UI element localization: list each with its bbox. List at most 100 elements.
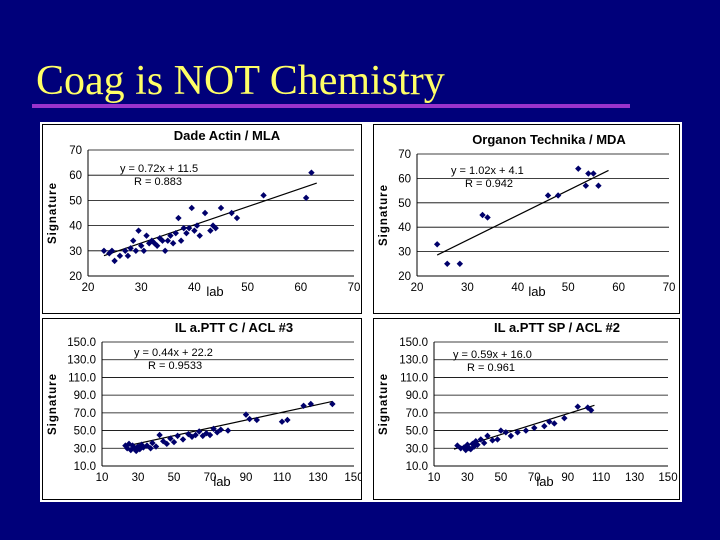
r-value: R = 0.961 <box>467 362 515 374</box>
y-tick-label: 150.0 <box>67 337 96 349</box>
data-point <box>116 252 124 260</box>
data-point <box>253 416 260 424</box>
y-tick-label: 130.0 <box>67 355 96 367</box>
x-tick-label: 70 <box>348 282 361 294</box>
data-point <box>206 431 214 439</box>
data-point <box>191 227 198 234</box>
data-point <box>329 400 336 408</box>
data-point <box>175 214 182 222</box>
data-point <box>167 435 174 442</box>
data-point <box>108 247 116 254</box>
data-point <box>122 247 129 254</box>
data-point <box>479 211 486 219</box>
data-point <box>507 432 515 440</box>
y-tick-label: 70.0 <box>406 408 428 420</box>
data-point <box>161 247 169 254</box>
data-point <box>554 192 562 199</box>
y-axis-label: Signature <box>47 373 59 435</box>
data-point <box>111 257 118 265</box>
data-point <box>153 242 161 249</box>
data-point <box>100 247 108 254</box>
data-point <box>174 432 181 440</box>
data-point <box>217 204 225 212</box>
x-tick-label: 130 <box>625 472 644 484</box>
data-point <box>193 222 201 229</box>
data-point <box>163 440 170 448</box>
y-tick-label: 110.0 <box>400 372 428 384</box>
data-point <box>185 224 193 232</box>
data-point <box>228 209 235 217</box>
x-tick-label: 50 <box>494 472 507 484</box>
y-tick-label: 50.0 <box>74 426 96 438</box>
data-point <box>308 169 315 176</box>
data-point <box>156 431 163 439</box>
y-axis-label: Signature <box>378 373 390 435</box>
x-tick-label: 130 <box>308 472 327 484</box>
data-point <box>164 237 171 244</box>
chart-il-aptt-c: 10.0 30.0 50.0 70.0 90.0 110.0 130.0 150.0 10 30 5… <box>42 318 362 500</box>
x-tick-label: 60 <box>612 282 625 294</box>
data-point <box>433 241 441 248</box>
data-point <box>134 443 142 450</box>
y-tick-label: 70 <box>69 145 82 157</box>
data-point <box>177 237 185 244</box>
data-point <box>207 227 214 234</box>
x-axis-label: lab <box>213 474 230 489</box>
data-point <box>130 237 137 244</box>
y-tick-label: 30.0 <box>406 443 428 455</box>
data-point <box>127 245 134 252</box>
data-point <box>196 232 203 239</box>
x-tick-label: 50 <box>241 282 254 294</box>
data-point <box>188 433 196 440</box>
chart-frame <box>42 124 362 314</box>
y-tick-label: 50 <box>398 198 411 210</box>
x-tick-label: 20 <box>411 282 424 294</box>
y-tick-label: 60 <box>69 170 82 182</box>
chart-dade-actin: 20 30 40 50 60 70 20 30 40 50 60 70 Dade Actin / MLA… <box>42 124 362 314</box>
y-tick-label: 30.0 <box>74 443 96 455</box>
chart-title: IL a.PTT SP / ACL #2 <box>494 320 620 335</box>
y-tick-label: 20 <box>398 271 411 283</box>
x-axis-label: lab <box>536 474 553 489</box>
x-tick-label: 50 <box>168 472 181 484</box>
data-point <box>138 441 145 448</box>
data-point <box>278 418 286 425</box>
x-tick-label: 20 <box>82 282 95 294</box>
x-tick-label: 110 <box>273 472 291 484</box>
x-tick-label: 70 <box>204 472 217 484</box>
x-tick-label: 40 <box>188 282 201 294</box>
x-tick-label: 50 <box>562 282 575 294</box>
x-tick-label: 90 <box>561 472 574 484</box>
y-tick-label: 10.0 <box>74 461 96 473</box>
data-point <box>474 441 481 448</box>
y-tick-label: 130.0 <box>399 355 428 367</box>
chart-title: Dade Actin / MLA <box>174 128 281 143</box>
trendline <box>436 169 609 256</box>
y-tick-label: 10.0 <box>406 461 428 473</box>
slide-title: Coag is NOT Chemistry <box>36 58 445 104</box>
x-tick-label: 30 <box>135 282 148 294</box>
chart-title: IL a.PTT C / ACL #3 <box>175 320 293 335</box>
x-tick-label: 110 <box>592 472 610 484</box>
data-point <box>242 411 250 418</box>
chart-title: Organon Technika / MDA <box>472 132 626 147</box>
trendline <box>103 182 317 257</box>
data-point <box>585 170 592 177</box>
data-point <box>456 260 464 267</box>
y-tick-label: 90.0 <box>74 390 96 402</box>
data-point <box>444 260 451 267</box>
regression-equation: y = 0.59x + 16.0 <box>453 349 532 361</box>
data-point <box>260 192 267 199</box>
data-point <box>147 445 154 452</box>
data-point <box>595 182 602 189</box>
r-value: R = 0.942 <box>465 178 513 190</box>
data-point <box>170 438 178 446</box>
data-point <box>143 232 150 239</box>
chart-frame <box>373 318 680 500</box>
r-value: R = 0.883 <box>134 176 182 188</box>
r-value: R = 0.9533 <box>148 360 202 372</box>
data-point <box>149 439 156 447</box>
data-point <box>192 431 199 439</box>
data-point <box>480 439 488 447</box>
y-tick-label: 60 <box>398 173 411 185</box>
